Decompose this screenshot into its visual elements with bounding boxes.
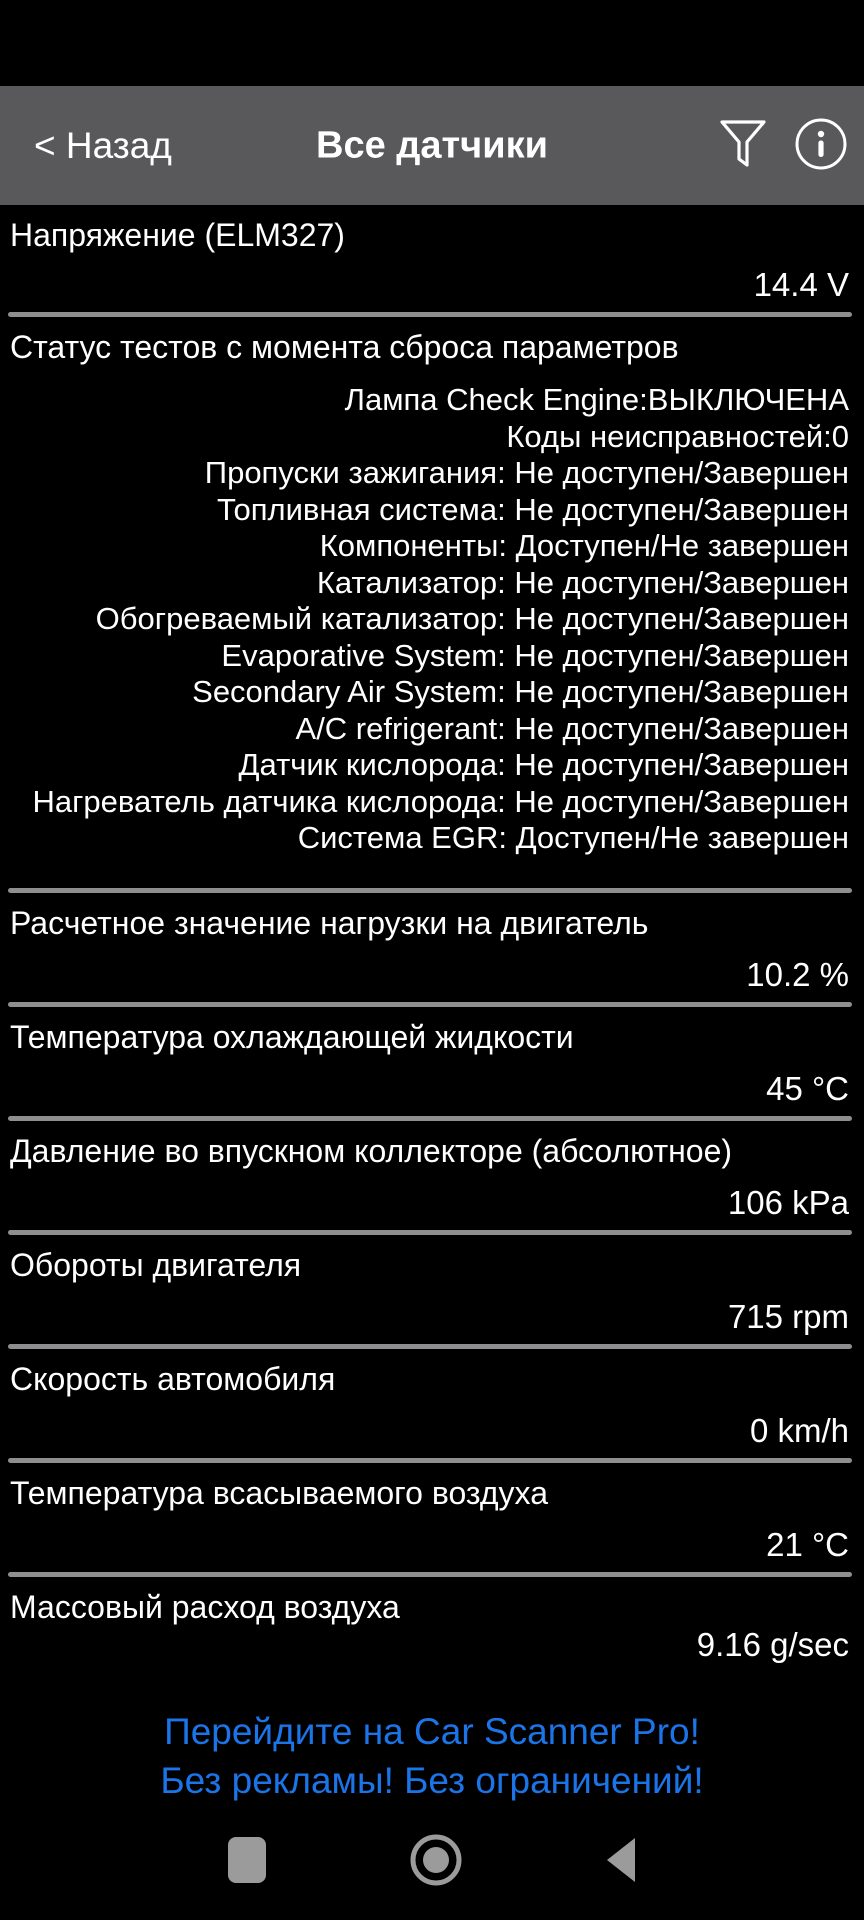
status-line: Катализатор: Не доступен/Завершен: [316, 564, 849, 600]
sensor-row-engine-rpm[interactable]: Обороты двигателя 715 rpm: [0, 1235, 864, 1349]
sensor-value: 106 kPa: [727, 1184, 849, 1221]
android-nav-bar: [0, 1802, 864, 1920]
filter-button[interactable]: [718, 118, 768, 173]
status-bar: [0, 0, 864, 86]
recents-button[interactable]: [227, 1836, 267, 1887]
sensor-name: Массовый расход воздуха: [10, 1589, 400, 1625]
sensor-name: Обороты двигателя: [10, 1247, 302, 1283]
status-line: Датчик кислорода: Не доступен/Завершен: [238, 747, 849, 782]
sensor-row-coolant-temp[interactable]: Температура охлаждающей жидкости 45 °C: [0, 1007, 864, 1121]
status-line: Пропуски зажигания: Не доступен/Завершен: [204, 455, 849, 490]
status-line: Коды неисправностей:0: [506, 418, 849, 454]
sensor-row-engine-load[interactable]: Расчетное значение нагрузки на двигатель…: [0, 893, 864, 1007]
status-line: Компоненты: Доступен/Не завершен: [319, 528, 849, 563]
sensor-value: 715 rpm: [727, 1298, 849, 1335]
back-button[interactable]: < Назад: [34, 125, 172, 166]
sensor-name: Температура всасываемого воздуха: [10, 1475, 548, 1511]
filter-icon: [720, 120, 766, 167]
ad-line-2: Без рекламы! Без ограничений!: [160, 1760, 704, 1801]
status-line: Secondary Air System: Не доступен/Заверш…: [192, 674, 849, 709]
sensor-name: Температура охлаждающей жидкости: [10, 1019, 574, 1055]
sensor-list: Напряжение (ELM327) 14.4 V Статус тестов…: [0, 205, 864, 1677]
sensor-name: Скорость автомобиля: [10, 1361, 336, 1397]
status-line: Evaporative System: Не доступен/Завершен: [221, 637, 849, 673]
test-status-lines: Лампа Check Engine:ВЫКЛЮЧЕНА Коды неиспр…: [10, 382, 849, 857]
sensor-value: 10.2 %: [746, 956, 849, 993]
sensor-value: 9.16 g/sec: [696, 1626, 849, 1663]
sensor-name: Статус тестов с момента сброса параметро…: [10, 329, 679, 365]
info-button[interactable]: [794, 117, 848, 174]
recents-icon: [228, 1836, 266, 1883]
sensor-name: Давление во впускном коллекторе (абсолют…: [10, 1133, 733, 1169]
nav-back-button[interactable]: [605, 1837, 637, 1886]
sensor-row-vehicle-speed[interactable]: Скорость автомобиля 0 km/h: [0, 1349, 864, 1463]
ad-line-1: Перейдите на Car Scanner Pro!: [164, 1711, 700, 1752]
home-icon: [410, 1834, 462, 1885]
status-line: Нагреватель датчика кислорода: Не доступ…: [32, 783, 849, 819]
sensor-row-voltage[interactable]: Напряжение (ELM327) 14.4 V: [0, 205, 864, 317]
status-line: Топливная система: Не доступен/Завершен: [216, 491, 849, 527]
status-line: Обогреваемый катализатор: Не доступен/За…: [95, 601, 849, 636]
app-bar: < Назад Все датчики: [0, 86, 864, 205]
home-button[interactable]: [409, 1833, 463, 1890]
info-icon: [795, 118, 847, 170]
sensor-name: Напряжение (ELM327): [10, 217, 345, 253]
sensor-row-intake-air-temp[interactable]: Температура всасываемого воздуха 21 °C: [0, 1463, 864, 1577]
sensor-row-test-status[interactable]: Статус тестов с момента сброса параметро…: [0, 317, 864, 893]
nav-back-icon: [607, 1837, 635, 1882]
sensor-name: Расчетное значение нагрузки на двигатель: [10, 905, 649, 941]
status-line: A/C refrigerant: Не доступен/Завершен: [295, 710, 849, 746]
upgrade-pro-link[interactable]: Перейдите на Car Scanner Pro! Без реклам…: [0, 1707, 864, 1805]
appbar-actions: [718, 117, 848, 174]
sensor-value: 45 °C: [766, 1070, 849, 1107]
sensor-value: 21 °C: [766, 1526, 849, 1563]
sensor-value: 0 km/h: [749, 1412, 849, 1449]
sensor-row-mass-air-flow[interactable]: Массовый расход воздуха 9.16 g/sec: [0, 1577, 864, 1677]
page-title: Все датчики: [316, 124, 548, 166]
status-line: Система EGR: Доступен/Не завершен: [297, 820, 849, 855]
status-line: Лампа Check Engine:ВЫКЛЮЧЕНА: [344, 382, 849, 417]
sensor-value: 14.4 V: [753, 266, 849, 303]
sensor-row-intake-pressure[interactable]: Давление во впускном коллекторе (абсолют…: [0, 1121, 864, 1235]
